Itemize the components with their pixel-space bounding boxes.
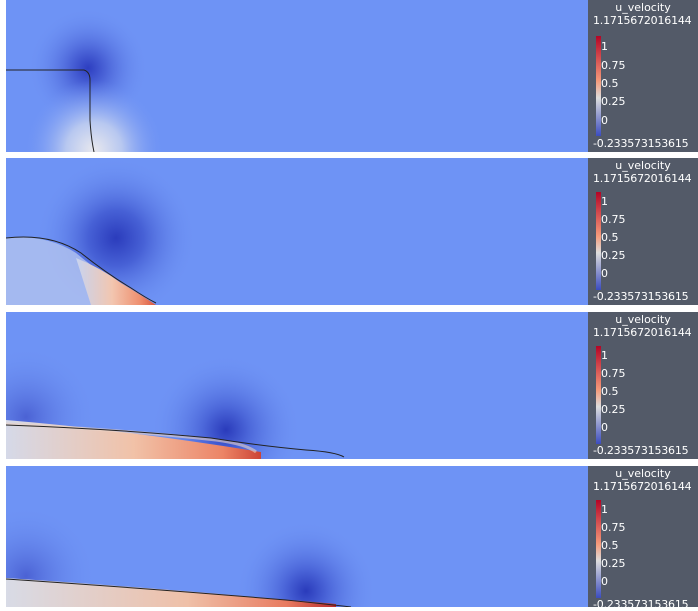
legend-tick: 0 bbox=[601, 421, 608, 434]
legend-max: 1.1715672016144 bbox=[593, 480, 692, 493]
colorbar bbox=[596, 192, 601, 290]
legend-panel-2: u_velocity 1.1715672016144 1 0.75 0.5 0.… bbox=[588, 158, 698, 305]
legend-tick: 0.25 bbox=[601, 95, 626, 108]
legend-min: -0.233573153615 bbox=[593, 598, 689, 611]
legend-tick: 0 bbox=[601, 575, 608, 588]
legend-panel-4: u_velocity 1.1715672016144 1 0.75 0.5 0.… bbox=[588, 466, 698, 611]
legend-tick: 0.75 bbox=[601, 59, 626, 72]
legend-tick: 0 bbox=[601, 267, 608, 280]
legend-tick: 0.5 bbox=[601, 385, 619, 398]
legend-tick: 1 bbox=[601, 349, 608, 362]
legend-max: 1.1715672016144 bbox=[593, 326, 692, 339]
frame-2: u_velocity 1.1715672016144 1 0.75 0.5 0.… bbox=[0, 158, 698, 305]
legend-min: -0.233573153615 bbox=[593, 290, 689, 303]
legend-tick: 0.75 bbox=[601, 367, 626, 380]
legend-tick: 0.75 bbox=[601, 521, 626, 534]
colorbar bbox=[596, 500, 601, 598]
velocity-field-1 bbox=[6, 0, 588, 152]
frame-4: u_velocity 1.1715672016144 1 0.75 0.5 0.… bbox=[0, 466, 698, 611]
velocity-field-4 bbox=[6, 466, 588, 607]
legend-tick: 0.25 bbox=[601, 557, 626, 570]
legend-panel-3: u_velocity 1.1715672016144 1 0.75 0.5 0.… bbox=[588, 312, 698, 459]
legend-tick: 0.25 bbox=[601, 249, 626, 262]
legend-tick: 0.25 bbox=[601, 403, 626, 416]
legend-title: u_velocity bbox=[615, 159, 671, 172]
legend-title: u_velocity bbox=[615, 1, 671, 14]
legend-min: -0.233573153615 bbox=[593, 137, 689, 150]
legend-tick: 0.75 bbox=[601, 213, 626, 226]
colorbar bbox=[596, 36, 601, 136]
velocity-field-2 bbox=[6, 158, 588, 305]
legend-tick: 0.5 bbox=[601, 77, 619, 90]
legend-tick: 1 bbox=[601, 503, 608, 516]
legend-tick: 0 bbox=[601, 114, 608, 127]
legend-tick: 1 bbox=[601, 40, 608, 53]
legend-tick: 0.5 bbox=[601, 231, 619, 244]
frame-3: u_velocity 1.1715672016144 1 0.75 0.5 0.… bbox=[0, 312, 698, 459]
legend-max: 1.1715672016144 bbox=[593, 172, 692, 185]
legend-panel-1: u_velocity 1.1715672016144 1 0.75 0.5 0.… bbox=[588, 0, 698, 152]
legend-min: -0.233573153615 bbox=[593, 444, 689, 457]
colorbar bbox=[596, 346, 601, 444]
legend-tick: 1 bbox=[601, 195, 608, 208]
legend-title: u_velocity bbox=[615, 313, 671, 326]
frame-1: u_velocity 1.1715672016144 1 0.75 0.5 0.… bbox=[0, 0, 698, 152]
legend-tick: 0.5 bbox=[601, 539, 619, 552]
legend-max: 1.1715672016144 bbox=[593, 14, 692, 27]
velocity-field-3 bbox=[6, 312, 588, 459]
legend-title: u_velocity bbox=[615, 467, 671, 480]
